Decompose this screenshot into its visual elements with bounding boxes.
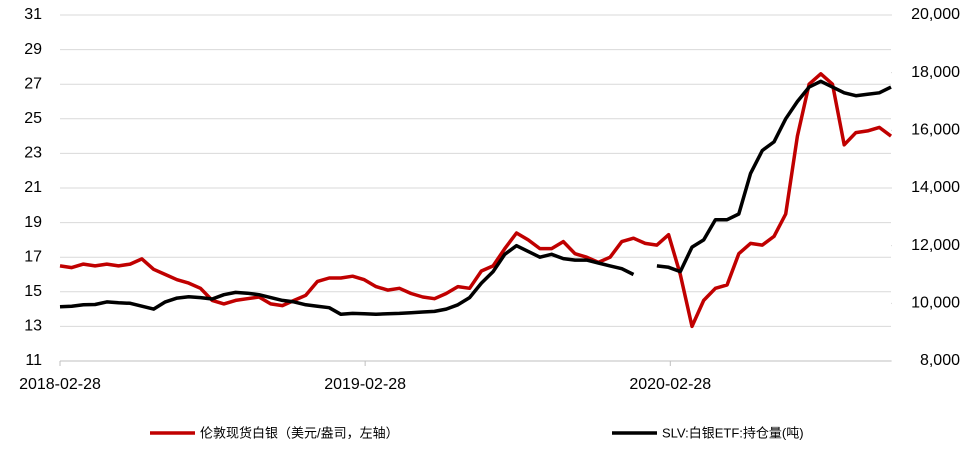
y2-tick-label: 14,000: [911, 179, 960, 196]
x-tick-label: 2020-02-28: [629, 376, 711, 393]
y-tick-label: 15: [24, 283, 42, 300]
y-tick-label: 27: [24, 75, 42, 92]
y-tick-label: 23: [24, 145, 42, 162]
y-tick-label: 25: [24, 110, 42, 127]
y-tick-label: 13: [24, 318, 42, 335]
y-tick-label: 31: [24, 6, 42, 23]
legend-label: 伦敦现货白银（美元/盎司，左轴）: [200, 425, 399, 440]
series-line: [59, 79, 892, 317]
y-tick-label: 17: [24, 248, 42, 265]
y-tick-label: 21: [24, 179, 42, 196]
y2-tick-label: 16,000: [911, 122, 960, 139]
x-tick-label: 2018-02-28: [19, 376, 101, 393]
y-tick-label: 11: [25, 352, 42, 369]
y-tick-label: 19: [24, 214, 42, 231]
y2-tick-label: 8,000: [920, 352, 960, 369]
y2-tick-label: 12,000: [911, 237, 960, 254]
legend-label: SLV:白银ETF:持仓量(吨): [662, 425, 804, 440]
y2-tick-label: 18,000: [911, 64, 960, 81]
x-tick-label: 2019-02-28: [324, 376, 406, 393]
series-line: [59, 72, 893, 329]
y2-tick-label: 10,000: [911, 295, 960, 312]
y2-tick-label: 20,000: [911, 6, 960, 23]
y-tick-label: 29: [24, 41, 42, 58]
